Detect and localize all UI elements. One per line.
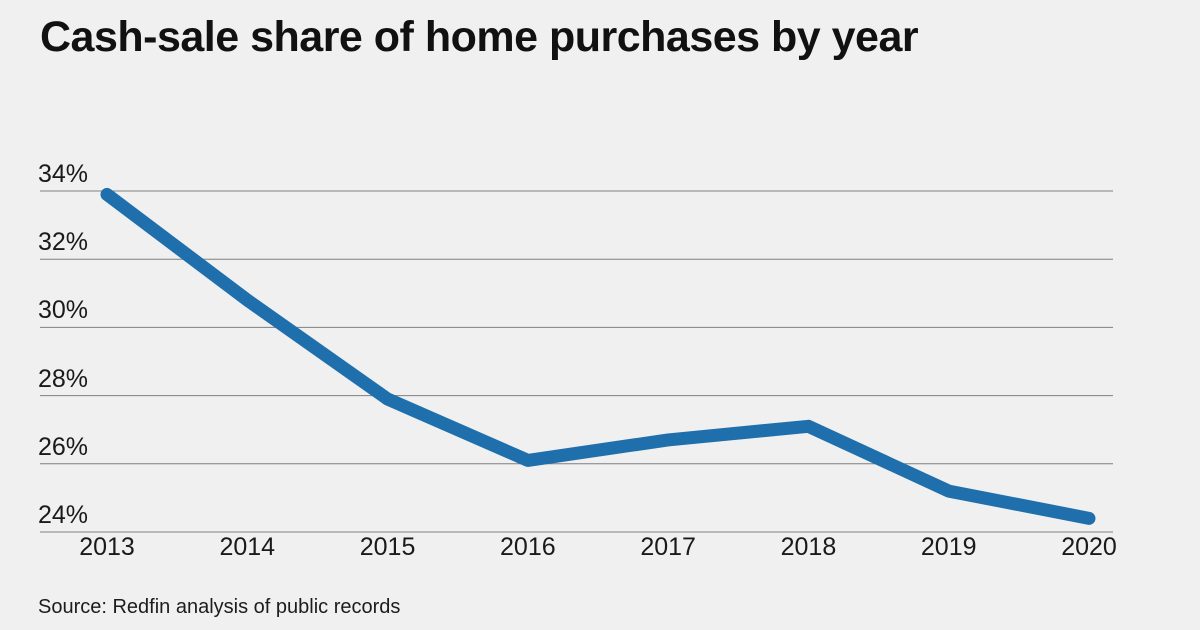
x-tick-label: 2016 (500, 533, 556, 561)
gridlines (40, 190, 1113, 533)
y-tick-label: 24% (38, 501, 89, 529)
x-tick-label: 2018 (780, 533, 837, 561)
x-tick-label: 2015 (359, 533, 416, 561)
data-line (100, 187, 1096, 525)
x-tick-label: 2017 (640, 533, 696, 561)
x-tick-label: 2020 (1061, 533, 1117, 561)
y-tick-label: 26% (38, 432, 89, 461)
x-tick-label: 2014 (219, 533, 276, 561)
x-tick-label: 2019 (920, 533, 977, 561)
y-tick-label: 30% (38, 296, 89, 325)
series-line (100, 187, 1096, 525)
chart-title: Cash-sale share of home purchases by yea… (40, 13, 919, 61)
y-tick-label: 28% (38, 364, 89, 393)
y-tick-label: 32% (38, 228, 89, 257)
y-tick-label: 34% (38, 160, 89, 188)
source-note: Source: Redfin analysis of public record… (38, 596, 401, 618)
x-tick-label: 2013 (79, 533, 135, 561)
